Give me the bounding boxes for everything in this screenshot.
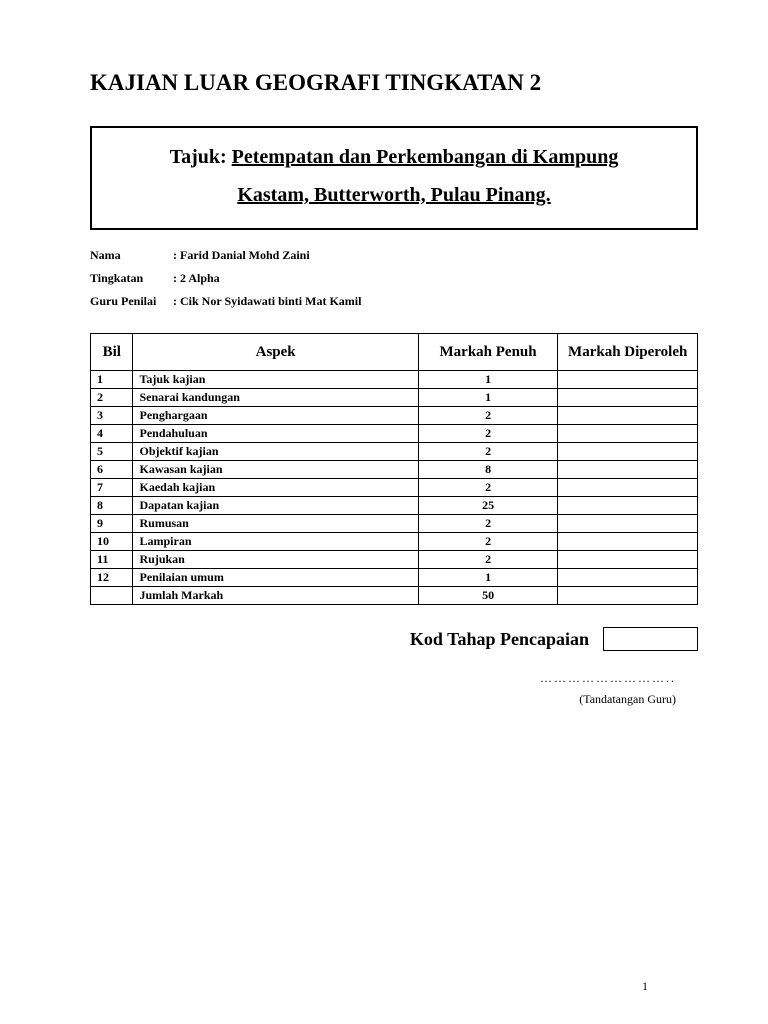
info-guru-label: Guru Penilai — [90, 294, 170, 309]
cell-penuh: 2 — [418, 479, 558, 497]
table-row: 3Penghargaan2 — [91, 407, 698, 425]
table-row: 8Dapatan kajian25 — [91, 497, 698, 515]
cell-bil: 1 — [91, 371, 133, 389]
cell-penuh: 8 — [418, 461, 558, 479]
cell-bil: 6 — [91, 461, 133, 479]
signature-block: ……………………….. (Tandatangan Guru) — [90, 671, 698, 707]
subject-box: Tajuk: Petempatan dan Perkembangan di Ka… — [90, 126, 698, 230]
table-row: 9Rumusan2 — [91, 515, 698, 533]
cell-bil: 2 — [91, 389, 133, 407]
info-block: Nama : Farid Danial Mohd Zaini Tingkatan… — [90, 248, 698, 309]
info-nama-value: : Farid Danial Mohd Zaini — [173, 248, 310, 262]
cell-diperoleh — [558, 407, 698, 425]
cell-penuh: 25 — [418, 497, 558, 515]
cell-aspek: Penilaian umum — [133, 569, 418, 587]
table-row: 6Kawasan kajian8 — [91, 461, 698, 479]
table-row: 11Rujukan2 — [91, 551, 698, 569]
table-row: 2Senarai kandungan1 — [91, 389, 698, 407]
info-nama-label: Nama — [90, 248, 170, 263]
cell-bil: 10 — [91, 533, 133, 551]
cell-diperoleh — [558, 515, 698, 533]
subject-line1: Petempatan dan Perkembangan di Kampung — [232, 146, 619, 168]
info-nama-row: Nama : Farid Danial Mohd Zaini — [90, 248, 698, 263]
cell-aspek: Rumusan — [133, 515, 418, 533]
info-tingkatan-row: Tingkatan : 2 Alpha — [90, 271, 698, 286]
cell-bil: 11 — [91, 551, 133, 569]
info-guru-row: Guru Penilai : Cik Nor Syidawati binti M… — [90, 294, 698, 309]
table-row: 5Objektif kajian2 — [91, 443, 698, 461]
cell-penuh: 1 — [418, 569, 558, 587]
info-tingkatan-value: : 2 Alpha — [173, 271, 220, 285]
cell-bil: 3 — [91, 407, 133, 425]
table-row: Jumlah Markah50 — [91, 587, 698, 605]
cell-diperoleh — [558, 461, 698, 479]
cell-diperoleh — [558, 443, 698, 461]
cell-penuh: 1 — [418, 389, 558, 407]
cell-diperoleh — [558, 551, 698, 569]
subject-line2: Kastam, Butterworth, Pulau Pinang. — [237, 184, 550, 206]
header-penuh: Markah Penuh — [418, 334, 558, 371]
table-row: 10Lampiran2 — [91, 533, 698, 551]
cell-diperoleh — [558, 497, 698, 515]
table-row: 7Kaedah kajian2 — [91, 479, 698, 497]
cell-aspek: Dapatan kajian — [133, 497, 418, 515]
cell-bil — [91, 587, 133, 605]
header-diperoleh: Markah Diperoleh — [558, 334, 698, 371]
cell-aspek: Lampiran — [133, 533, 418, 551]
cell-diperoleh — [558, 533, 698, 551]
page-number: 1 — [642, 979, 648, 994]
table-row: 4Pendahuluan2 — [91, 425, 698, 443]
table-row: 12Penilaian umum1 — [91, 569, 698, 587]
info-tingkatan-label: Tingkatan — [90, 271, 170, 286]
cell-diperoleh — [558, 479, 698, 497]
cell-penuh: 2 — [418, 425, 558, 443]
header-bil: Bil — [91, 334, 133, 371]
cell-penuh: 1 — [418, 371, 558, 389]
kod-label: Kod Tahap Pencapaian — [410, 629, 589, 650]
table-header-row: Bil Aspek Markah Penuh Markah Diperoleh — [91, 334, 698, 371]
cell-aspek: Penghargaan — [133, 407, 418, 425]
cell-bil: 12 — [91, 569, 133, 587]
cell-penuh: 50 — [418, 587, 558, 605]
cell-bil: 8 — [91, 497, 133, 515]
cell-penuh: 2 — [418, 551, 558, 569]
cell-penuh: 2 — [418, 533, 558, 551]
cell-penuh: 2 — [418, 407, 558, 425]
cell-diperoleh — [558, 371, 698, 389]
page-title: KAJIAN LUAR GEOGRAFI TINGKATAN 2 — [90, 70, 698, 96]
cell-aspek: Kaedah kajian — [133, 479, 418, 497]
cell-aspek: Tajuk kajian — [133, 371, 418, 389]
marks-table: Bil Aspek Markah Penuh Markah Diperoleh … — [90, 333, 698, 605]
info-guru-value: : Cik Nor Syidawati binti Mat Kamil — [173, 294, 361, 308]
kod-section: Kod Tahap Pencapaian — [90, 627, 698, 651]
signature-label: (Tandatangan Guru) — [90, 692, 676, 707]
header-aspek: Aspek — [133, 334, 418, 371]
cell-bil: 9 — [91, 515, 133, 533]
cell-diperoleh — [558, 587, 698, 605]
cell-penuh: 2 — [418, 515, 558, 533]
cell-aspek: Kawasan kajian — [133, 461, 418, 479]
cell-aspek: Pendahuluan — [133, 425, 418, 443]
cell-bil: 4 — [91, 425, 133, 443]
table-row: 1Tajuk kajian1 — [91, 371, 698, 389]
cell-diperoleh — [558, 425, 698, 443]
cell-aspek: Objektif kajian — [133, 443, 418, 461]
subject-text: Tajuk: Petempatan dan Perkembangan di Ka… — [104, 138, 684, 214]
cell-bil: 7 — [91, 479, 133, 497]
cell-aspek: Rujukan — [133, 551, 418, 569]
signature-dots: ……………………….. — [90, 671, 676, 686]
cell-aspek: Jumlah Markah — [133, 587, 418, 605]
cell-bil: 5 — [91, 443, 133, 461]
kod-box — [603, 627, 698, 651]
cell-penuh: 2 — [418, 443, 558, 461]
cell-aspek: Senarai kandungan — [133, 389, 418, 407]
cell-diperoleh — [558, 389, 698, 407]
cell-diperoleh — [558, 569, 698, 587]
subject-prefix: Tajuk: — [170, 146, 232, 168]
